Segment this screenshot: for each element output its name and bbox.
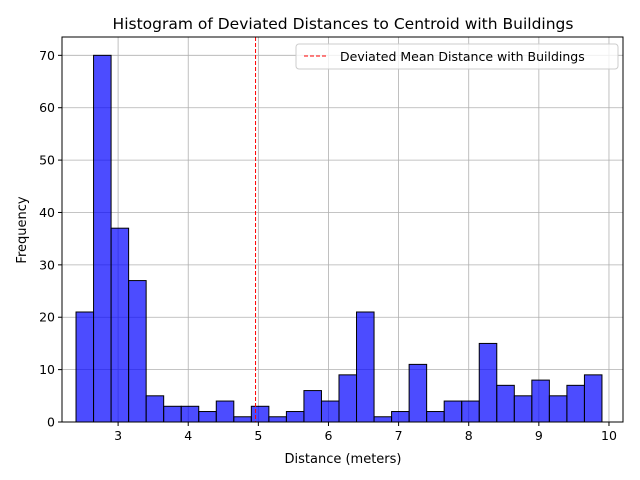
histogram-bar [250, 405, 270, 423]
histogram-bar [513, 395, 533, 423]
histogram-bar [443, 400, 463, 423]
histogram-bar [110, 227, 130, 423]
histogram-bar [198, 411, 217, 423]
y-tick-label: 30 [39, 257, 55, 272]
legend: Deviated Mean Distance with Buildings [295, 43, 619, 70]
histogram-bar [93, 54, 112, 423]
y-tick-label: 0 [47, 415, 55, 430]
histogram-bar [426, 411, 445, 423]
histogram-bar [215, 400, 235, 423]
histogram-bars [75, 54, 603, 423]
y-tick-label: 20 [39, 310, 55, 325]
histogram-bar [163, 405, 182, 423]
x-tick-label: 8 [465, 428, 473, 443]
histogram-bar [478, 342, 498, 423]
histogram-bar [373, 416, 393, 423]
x-axis-ticks: 3 4 5 6 7 8 9 10 [114, 422, 617, 443]
histogram-bar [233, 416, 252, 423]
x-tick-label: 10 [601, 428, 617, 443]
y-axis-label: Frequency [15, 196, 30, 263]
x-tick-label: 7 [395, 428, 403, 443]
histogram-bar [391, 411, 410, 423]
legend-box [295, 43, 619, 70]
histogram-bar [303, 390, 322, 423]
histogram-bar [496, 384, 515, 423]
histogram-bar [356, 311, 375, 423]
legend-label: Deviated Mean Distance with Buildings [340, 49, 585, 64]
y-tick-label: 10 [39, 362, 55, 377]
histogram-bar [128, 280, 147, 423]
histogram-bar [338, 374, 358, 423]
plot-frame [61, 36, 624, 423]
x-axis-label: Distance (meters) [285, 452, 402, 467]
y-tick-label: 60 [39, 100, 55, 115]
histogram-bar [566, 384, 585, 423]
histogram-bar [461, 400, 480, 423]
chart-title: Histogram of Deviated Distances to Centr… [113, 15, 574, 33]
grid [62, 37, 623, 423]
histogram-bar [180, 405, 200, 423]
histogram-bar [268, 416, 287, 423]
x-tick-label: 4 [184, 428, 192, 443]
histogram-bar [548, 395, 568, 423]
histogram-bar [320, 400, 340, 423]
y-tick-label: 40 [39, 205, 55, 220]
x-tick-label: 6 [324, 428, 332, 443]
x-tick-label: 3 [114, 428, 122, 443]
histogram-bar [145, 395, 165, 423]
x-tick-label: 5 [254, 428, 262, 443]
y-tick-label: 50 [39, 153, 55, 168]
x-tick-label: 9 [535, 428, 543, 443]
histogram-bar [583, 374, 603, 423]
y-tick-label: 70 [39, 48, 55, 63]
histogram-bar [75, 311, 95, 423]
histogram-bar [285, 411, 305, 423]
y-axis-ticks: 0 10 20 30 40 50 60 70 [39, 48, 62, 430]
histogram-bar [408, 363, 428, 423]
histogram-bar [531, 379, 550, 423]
